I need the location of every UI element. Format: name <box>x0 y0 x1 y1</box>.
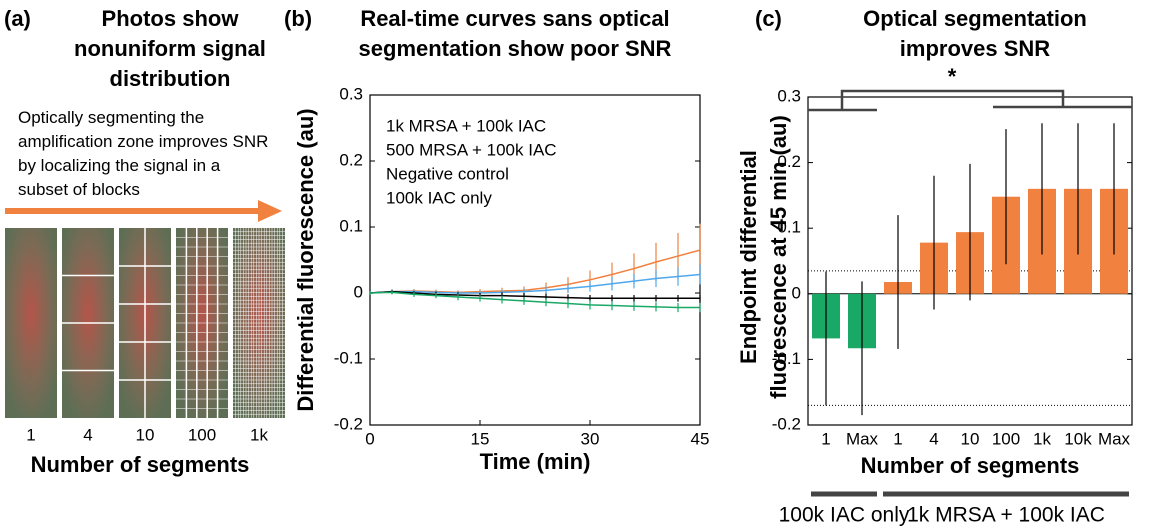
group-label: 100k IAC only <box>779 504 910 527</box>
x-tick-label: 4 <box>929 429 938 448</box>
y-tick-label: 0.1 <box>339 216 363 235</box>
x-axis-label: Number of segments <box>861 453 1080 478</box>
panel-title: Photos show nonuniform signal distributi… <box>74 6 266 91</box>
legend-entry: 100k IAC only <box>386 188 492 207</box>
segment-label: 10 <box>136 425 155 444</box>
y-tick-label: 0.3 <box>777 86 801 105</box>
group-label: 1k MRSA + 100k IAC <box>907 504 1105 527</box>
x-tick-label: 10 <box>961 429 980 448</box>
y-tick-label: 0.2 <box>339 150 363 169</box>
y-tick-label: 0.3 <box>339 84 363 103</box>
y-tick-label: -0.1 <box>334 348 363 367</box>
x-tick-label: 1 <box>893 429 902 448</box>
y-tick-label: -0.2 <box>772 414 801 433</box>
y-tick-label: 0 <box>354 282 363 301</box>
x-axis-label: Time (min) <box>480 449 591 474</box>
x-tick-label: 30 <box>581 429 600 448</box>
segment-label: 1 <box>26 425 35 444</box>
photo <box>5 228 57 418</box>
y-tick-label: -0.2 <box>334 414 363 433</box>
segment-label: 1k <box>250 425 268 444</box>
y-tick-label: 0.1 <box>777 218 801 237</box>
panel-label: (b) <box>284 6 313 31</box>
y-tick-label: 0.2 <box>777 152 801 171</box>
x-tick-label: Max <box>1098 429 1131 448</box>
x-tick-label: 1 <box>821 429 830 448</box>
significance-label: * <box>948 64 957 89</box>
significance-bracket <box>808 89 1132 112</box>
x-tick-label: 1k <box>1033 429 1051 448</box>
plot-frame <box>807 96 1133 426</box>
legend-entry: 500 MRSA + 100k IAC <box>386 140 557 159</box>
x-tick-label: 100 <box>992 429 1020 448</box>
line <box>369 290 700 300</box>
legend-entry: Negative control <box>386 164 509 183</box>
panel-title: Real-time curves sans optical segmentati… <box>358 6 672 61</box>
x-tick-label: Max <box>846 429 879 448</box>
legend-entry: 1k MRSA + 100k IAC <box>386 116 546 135</box>
line <box>369 249 701 294</box>
arrow-head <box>258 200 282 222</box>
x-tick-label: 45 <box>691 429 710 448</box>
y-tick-label: -0.1 <box>772 349 801 368</box>
segment-label: 100 <box>188 425 216 444</box>
panel-label: (c) <box>755 6 782 31</box>
line <box>369 273 701 294</box>
segment-label: 4 <box>83 425 92 444</box>
x-tick-label: 15 <box>471 429 490 448</box>
x-tick-label: 10k <box>1064 429 1092 448</box>
panel-label: (a) <box>4 6 31 31</box>
y-axis-label: Endpoint differential fluorescence at 45… <box>736 115 791 399</box>
caption: Optically segmenting the amplification z… <box>18 108 269 199</box>
line <box>369 291 700 309</box>
panel-title: Optical segmentation improves SNR <box>863 6 1087 61</box>
x-axis-label: Number of segments <box>30 452 250 477</box>
y-axis-label: Differential fluorescence (au) <box>293 108 318 411</box>
y-tick-label: 0 <box>792 283 801 302</box>
x-tick-label: 0 <box>365 429 374 448</box>
